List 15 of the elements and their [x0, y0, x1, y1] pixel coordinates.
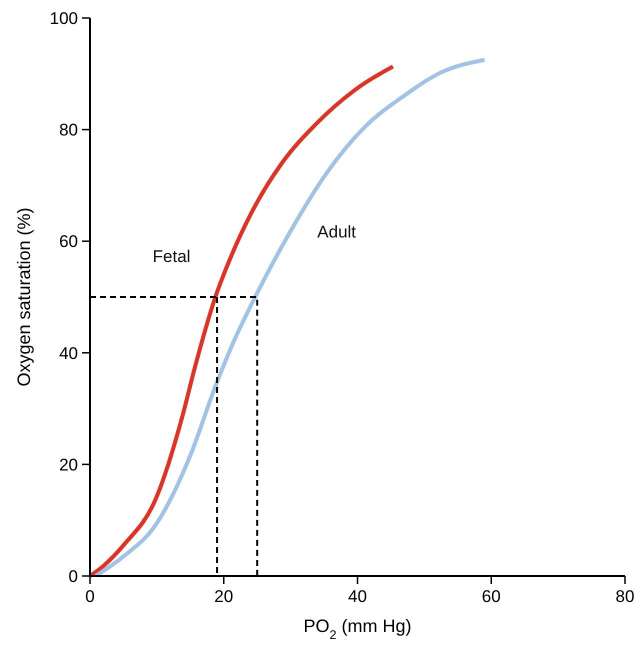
x-tick-label: 80 [616, 587, 634, 606]
x-axis-title: PO$_{2}$ (mm Hg) [303, 616, 412, 642]
y-tick-label: 40 [59, 344, 78, 363]
series-label: Adult [317, 222, 356, 242]
y-tick-label: 60 [59, 232, 78, 252]
text: Fetal [152, 246, 190, 266]
x-tick-label: 40 [348, 587, 367, 606]
y-tick-label: 80 [59, 120, 78, 140]
y-axis-title: Oxygen saturation (%) [14, 207, 34, 387]
x-tick-label: 20 [214, 587, 234, 606]
x-tick-label: 0 [85, 587, 95, 606]
y-tick-label: 0 [68, 567, 78, 586]
y-tick-label: 100 [50, 9, 78, 28]
y-tick-label: 20 [59, 455, 78, 474]
x-tick-label: 60 [482, 587, 501, 606]
